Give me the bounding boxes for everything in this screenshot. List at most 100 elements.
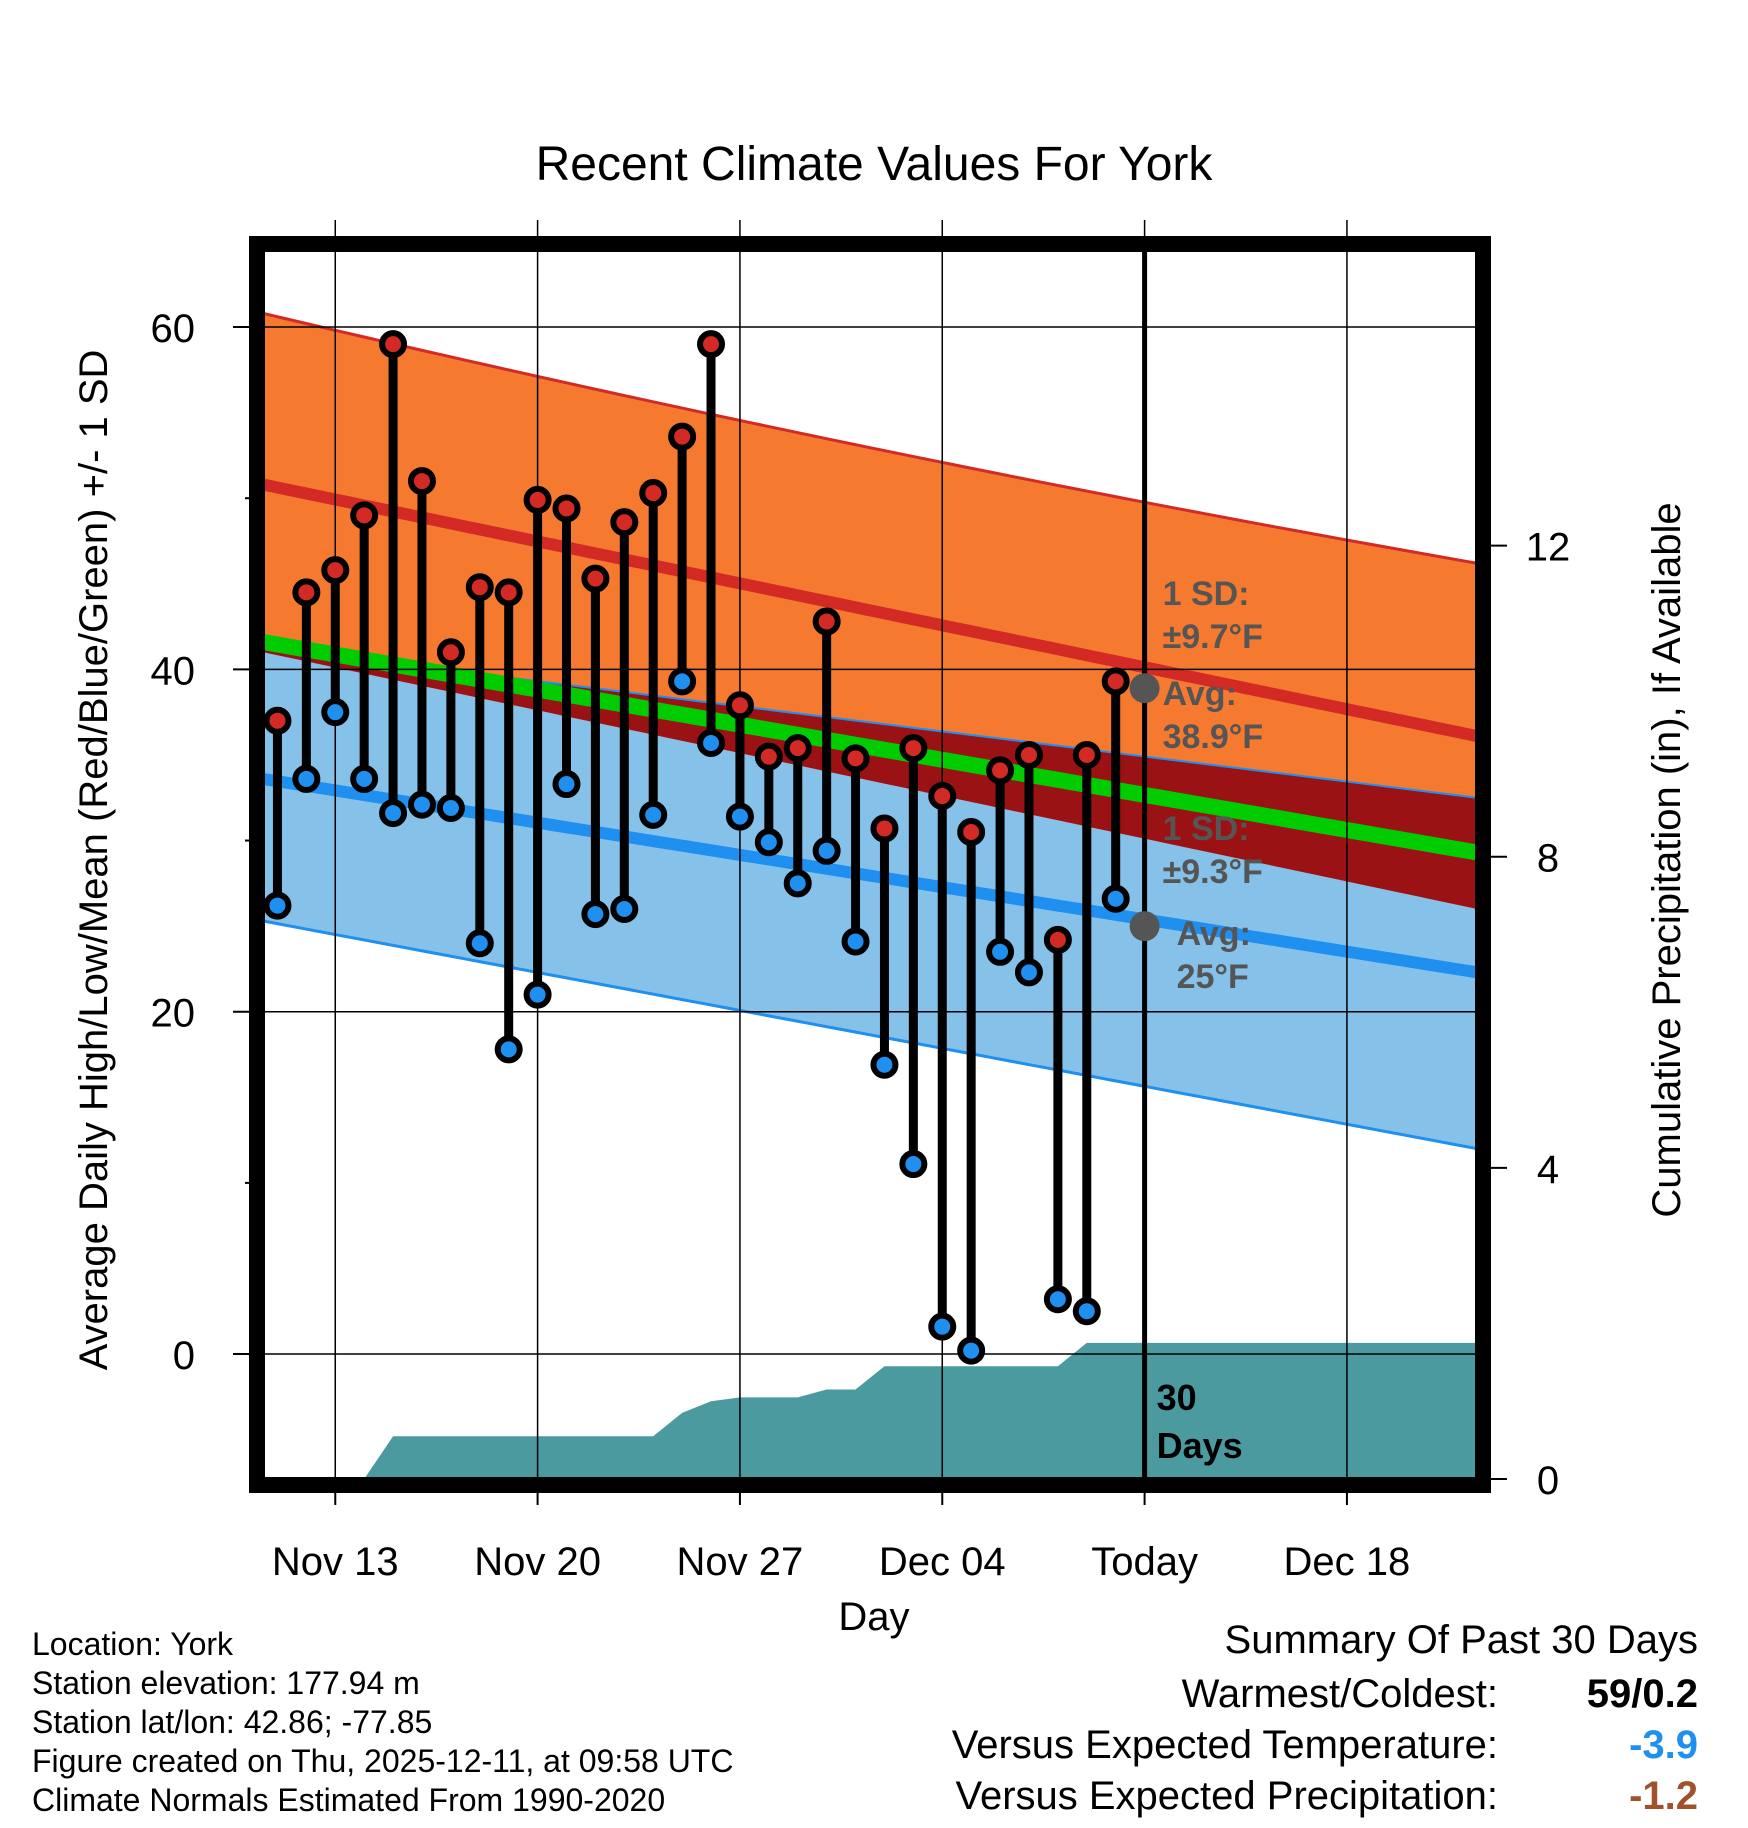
high-point — [639, 479, 668, 508]
normals-text: Climate Normals Estimated From 1990-2020 — [32, 1782, 666, 1818]
x-tick-label: Dec 04 — [879, 1540, 1006, 1584]
high-point — [552, 494, 581, 523]
high-point — [668, 422, 697, 451]
low-point — [350, 764, 379, 793]
low-point — [639, 800, 668, 829]
high-point — [928, 782, 957, 811]
summary-label: Versus Expected Temperature: — [951, 1723, 1498, 1767]
low-sd-value: ±9.3°F — [1163, 853, 1263, 891]
summary-row-temperature: Versus Expected Temperature: -3.9 — [798, 1723, 1698, 1773]
summary-row-warmest: Warmest/Coldest: 59/0.2 — [798, 1672, 1698, 1722]
y2-tick-label: 4 — [1537, 1148, 1559, 1192]
x-tick-label: Today — [1091, 1540, 1198, 1584]
y-tick-label: 0 — [173, 1334, 195, 1378]
high-avg-label: Avg: — [1163, 675, 1237, 713]
high-point — [465, 573, 494, 602]
high-point — [610, 508, 639, 537]
x-axis-label: Day — [838, 1595, 909, 1639]
low-point — [436, 794, 465, 823]
low-point — [321, 698, 350, 727]
high-point — [812, 607, 841, 636]
high-point — [725, 691, 754, 720]
low-point — [668, 667, 697, 696]
elevation-text: Station elevation: 177.94 m — [32, 1665, 420, 1701]
low-point — [957, 1336, 986, 1365]
y2-tick-label: 0 — [1537, 1459, 1559, 1503]
high-point — [263, 706, 292, 735]
high-point — [899, 734, 928, 763]
low-point — [581, 900, 610, 929]
x-tick-label: Nov 27 — [677, 1540, 804, 1584]
low-point — [610, 895, 639, 924]
precipitation-area — [277, 1342, 1477, 1479]
low-mean-line — [263, 772, 1477, 979]
low-point — [407, 790, 436, 819]
high-sd-value: ±9.7°F — [1163, 618, 1263, 656]
x-tick-label: Dec 18 — [1284, 1540, 1411, 1584]
low-point — [1043, 1285, 1072, 1314]
y-tick-label: 20 — [151, 992, 196, 1036]
low-point — [552, 770, 581, 799]
days-count-label: 30 — [1157, 1377, 1197, 1418]
chart-title: Recent Climate Values For York — [536, 138, 1214, 191]
high-point — [1101, 667, 1130, 696]
x-tick-label: Nov 13 — [272, 1540, 399, 1584]
low-point — [465, 929, 494, 958]
low-point — [1072, 1297, 1101, 1326]
summary-label: Versus Expected Precipitation: — [955, 1774, 1498, 1818]
high-point — [841, 744, 870, 773]
high-point — [1072, 740, 1101, 769]
high-sd-label: 1 SD: — [1163, 575, 1250, 613]
low-point — [841, 927, 870, 956]
low-point — [928, 1312, 957, 1341]
plot-area — [263, 311, 1477, 1479]
high-point — [523, 485, 552, 514]
summary-value: 59/0.2 — [1586, 1672, 1698, 1716]
high-point — [494, 578, 523, 607]
summary-value: -1.2 — [1629, 1774, 1698, 1818]
mean-line — [263, 634, 1477, 861]
high-mean-line — [263, 478, 1477, 742]
low-avg-label: Avg: — [1177, 915, 1251, 953]
high-point — [350, 501, 379, 530]
location-text: Location: York — [32, 1626, 234, 1662]
high-point — [754, 742, 783, 771]
high-point — [292, 578, 321, 607]
low-point — [379, 799, 408, 828]
today-annotations: 1 SD: ±9.7°F Avg: 38.9°F 1 SD: ±9.3°F Avg: 25°F… — [1129, 575, 1264, 1466]
low-point — [292, 764, 321, 793]
summary-label: Warmest/Coldest: — [1181, 1672, 1498, 1716]
low-point — [754, 828, 783, 857]
high-point — [697, 330, 726, 359]
high-sd-upper-line — [263, 311, 1477, 565]
low-sd-label: 1 SD: — [1163, 810, 1250, 848]
high-point — [379, 330, 408, 359]
station-info: Location: York Station elevation: 177.94… — [32, 1625, 733, 1820]
y2-tick-label: 12 — [1526, 526, 1571, 570]
y-axis-label: Average Daily High/Low/Mean (Red/Blue/Gr… — [72, 350, 116, 1371]
y2-axis-label: Cumulative Precipitation (in), If Availa… — [1645, 502, 1689, 1217]
x-tick-label: Nov 20 — [474, 1540, 601, 1584]
high-point — [1043, 925, 1072, 954]
high-point — [986, 756, 1015, 785]
summary-row-precipitation: Versus Expected Precipitation: -1.2 — [798, 1774, 1698, 1824]
low-point — [1101, 884, 1130, 913]
high-point — [957, 817, 986, 846]
created-text: Figure created on Thu, 2025-12-11, at 09… — [32, 1743, 734, 1779]
high-avg-value: 38.9°F — [1163, 718, 1264, 756]
today-low-avg-dot — [1129, 911, 1160, 942]
high-point — [783, 734, 812, 763]
low-avg-value: 25°F — [1177, 958, 1249, 996]
axes: Nov 13 Nov 20 Nov 27 Dec 04 Today Dec 1802040… — [151, 307, 1571, 1584]
low-point — [725, 802, 754, 831]
summary-title: Summary Of Past 30 Days — [1224, 1618, 1698, 1662]
y-tick-label: 40 — [151, 649, 196, 693]
high-point — [1014, 740, 1043, 769]
low-point — [263, 891, 292, 920]
days-text-label: Days — [1157, 1425, 1243, 1466]
low-point — [783, 869, 812, 898]
y-tick-label: 60 — [151, 307, 196, 351]
low-point — [523, 980, 552, 1009]
high-point — [870, 814, 899, 843]
